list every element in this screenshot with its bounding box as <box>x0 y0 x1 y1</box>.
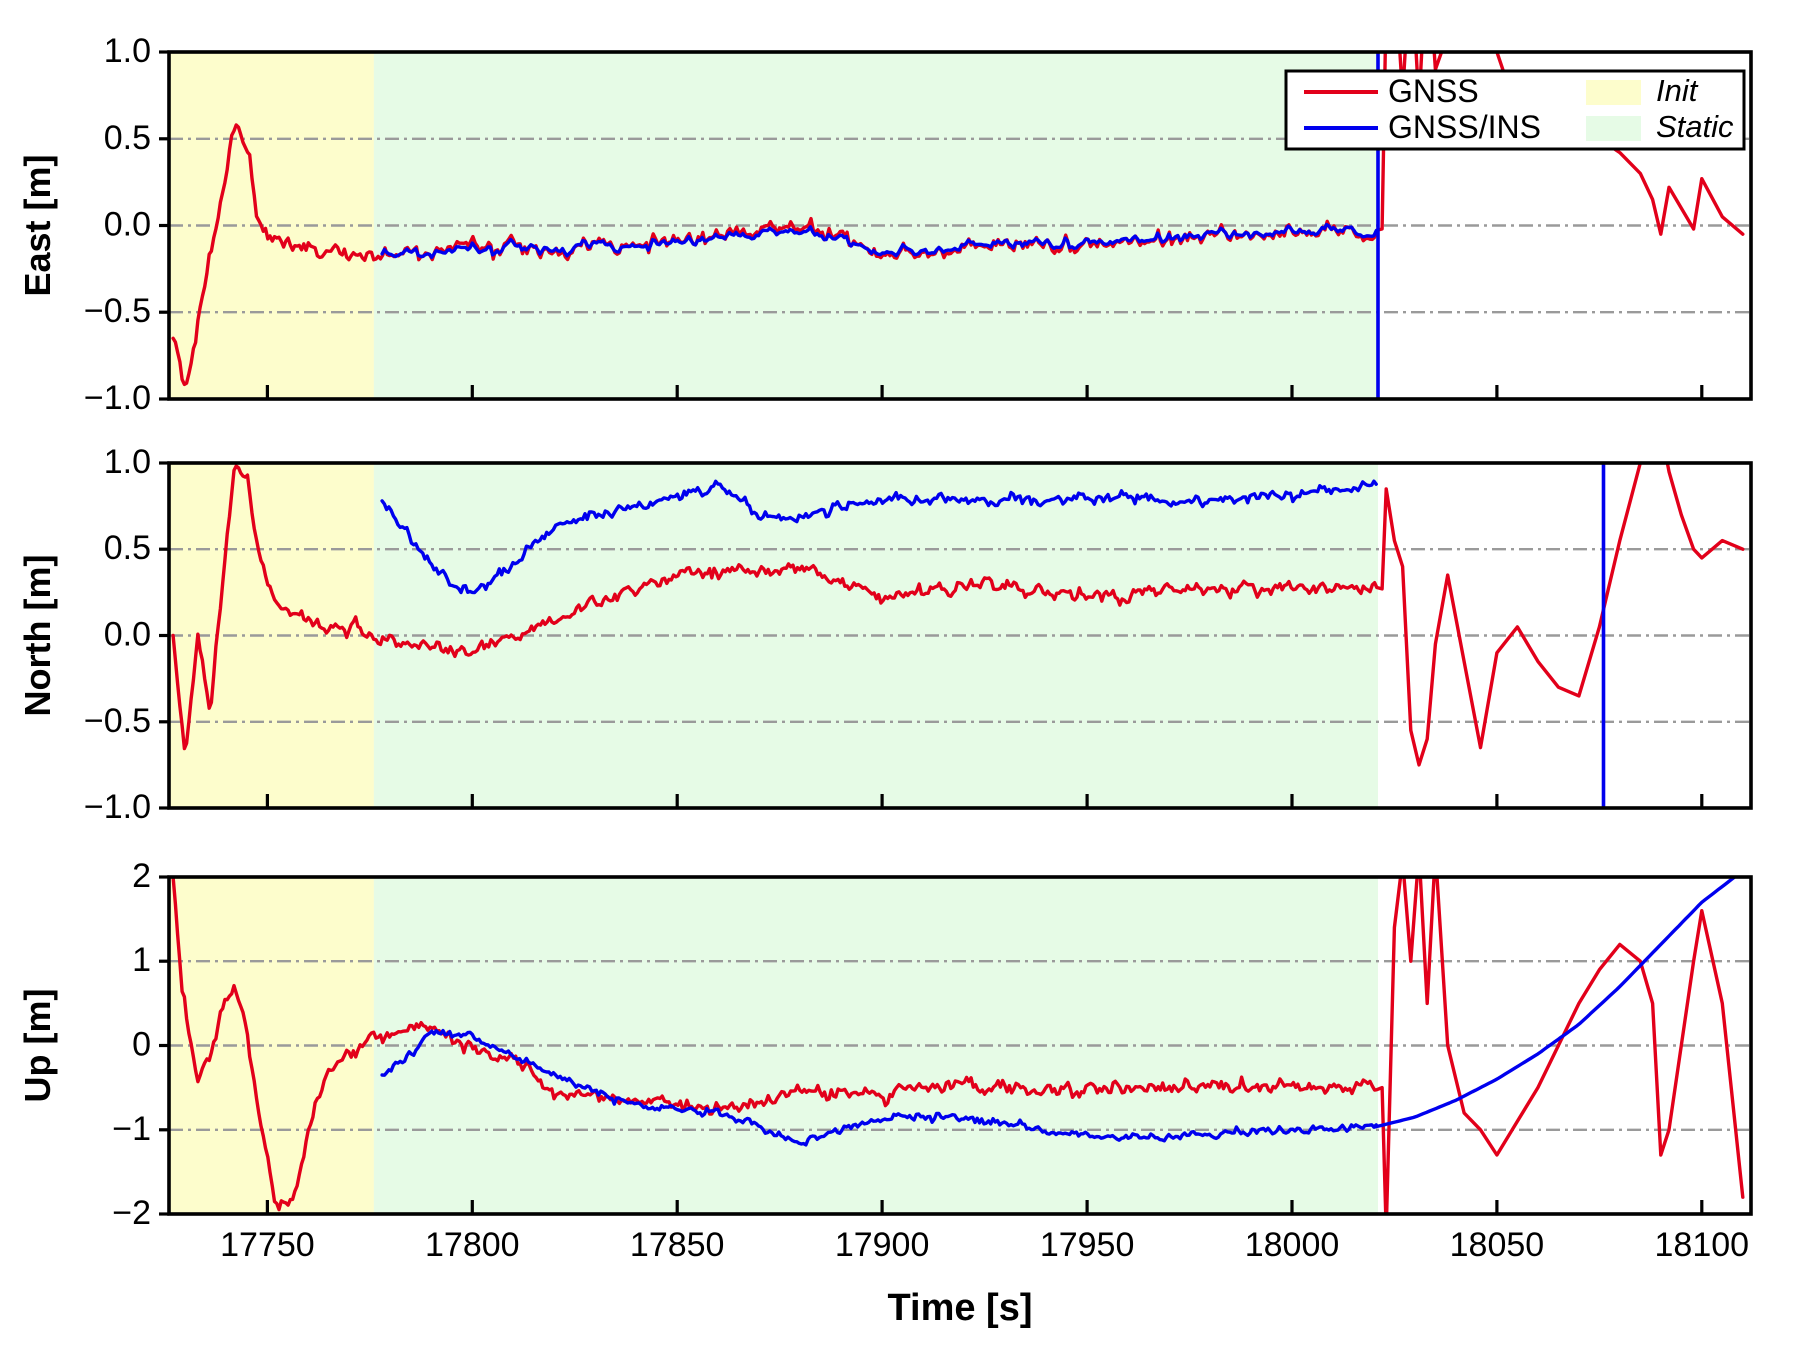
svg-text:Init: Init <box>1656 73 1699 108</box>
svg-text:−2: −2 <box>112 1194 151 1232</box>
svg-text:Up [m]: Up [m] <box>17 989 58 1103</box>
svg-text:2: 2 <box>132 857 151 895</box>
svg-text:0: 0 <box>132 1026 151 1064</box>
svg-text:1.0: 1.0 <box>104 443 151 481</box>
svg-text:18000: 18000 <box>1245 1226 1340 1264</box>
svg-text:0.5: 0.5 <box>104 529 151 567</box>
svg-text:GNSS/INS: GNSS/INS <box>1388 109 1541 145</box>
svg-text:0.0: 0.0 <box>104 206 151 244</box>
svg-text:−0.5: −0.5 <box>84 702 151 740</box>
svg-text:North [m]: North [m] <box>17 555 58 717</box>
svg-text:1.0: 1.0 <box>104 32 151 70</box>
svg-text:1: 1 <box>132 941 151 979</box>
svg-text:0.0: 0.0 <box>104 616 151 654</box>
svg-text:17750: 17750 <box>220 1226 315 1264</box>
svg-text:17850: 17850 <box>630 1226 725 1264</box>
svg-text:−0.5: −0.5 <box>84 292 151 330</box>
svg-text:Static: Static <box>1656 109 1734 144</box>
svg-text:−1.0: −1.0 <box>84 379 151 417</box>
svg-text:17950: 17950 <box>1040 1226 1135 1264</box>
svg-text:0.5: 0.5 <box>104 119 151 157</box>
svg-text:17900: 17900 <box>835 1226 930 1264</box>
svg-text:Time [s]: Time [s] <box>887 1287 1032 1329</box>
svg-text:GNSS: GNSS <box>1388 73 1479 109</box>
svg-text:17800: 17800 <box>425 1226 520 1264</box>
svg-text:−1: −1 <box>112 1110 151 1148</box>
svg-text:18050: 18050 <box>1450 1226 1545 1264</box>
svg-text:18100: 18100 <box>1655 1226 1750 1264</box>
svg-text:East [m]: East [m] <box>17 154 58 296</box>
svg-text:−1.0: −1.0 <box>84 788 151 826</box>
